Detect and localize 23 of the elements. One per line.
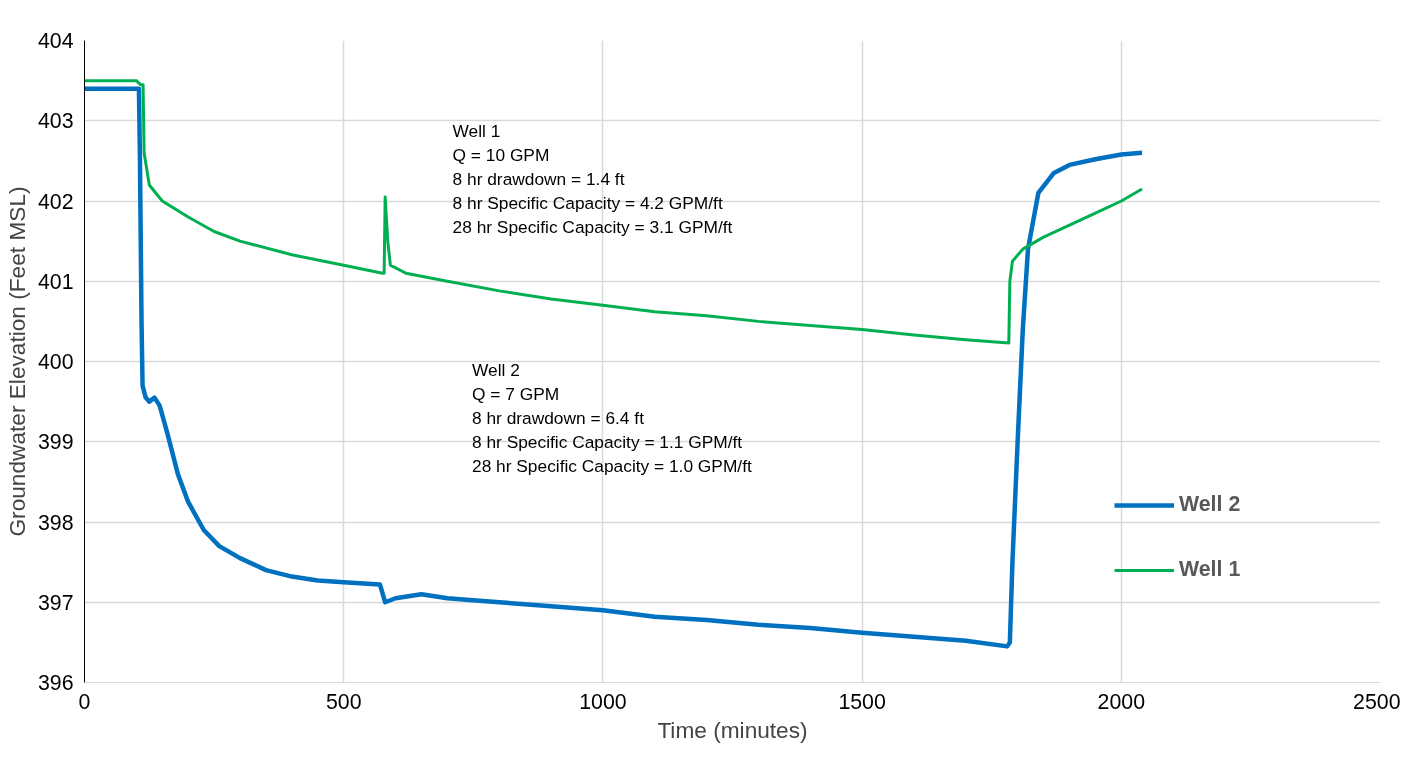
legend-label: Well 2	[1179, 492, 1241, 517]
y-tick-label: 399	[37, 430, 74, 455]
x-tick-label: 2000	[1097, 689, 1146, 714]
y-tick-label: 401	[37, 269, 74, 294]
x-tick-label: 1000	[579, 689, 627, 714]
x-tick-label: 0	[78, 689, 91, 714]
legend-label: Well 1	[1179, 557, 1241, 582]
line-series	[84, 79, 1144, 345]
y-tick-label: 398	[37, 510, 74, 535]
x-tick-label: 1500	[838, 689, 886, 714]
y-tick-label: 402	[37, 189, 74, 214]
x-axis-title: Time (minutes)	[657, 716, 808, 743]
y-axis-title: Groundwater Elevation (Feet MSL)	[3, 186, 30, 537]
x-tick-label: 2500	[1353, 689, 1401, 714]
y-tick-label: 397	[37, 590, 74, 615]
y-tick-label: 400	[37, 350, 74, 374]
annotation: Well 1 Q = 10 GPM 8 hr drawdown = 1.4 ft 8 hr Specific Capacity = 4.2 GPM/ft 28 hr Specific Capacity = 3.1 GPM/ft	[452, 120, 733, 237]
y-tick-label: 396	[37, 671, 74, 695]
line-series	[84, 86, 1145, 649]
y-tick-label: 403	[37, 109, 74, 134]
x-tick-label: 500	[325, 689, 362, 714]
y-tick-label: 404	[37, 29, 74, 53]
annotation: Well 2 Q = 7 GPM 8 hr drawdown = 6.4 ft 8 hr Specific Capacity = 1.1 GPM/ft 28 hr Specific Capacity = 1.0 GPM/ft	[472, 359, 752, 476]
